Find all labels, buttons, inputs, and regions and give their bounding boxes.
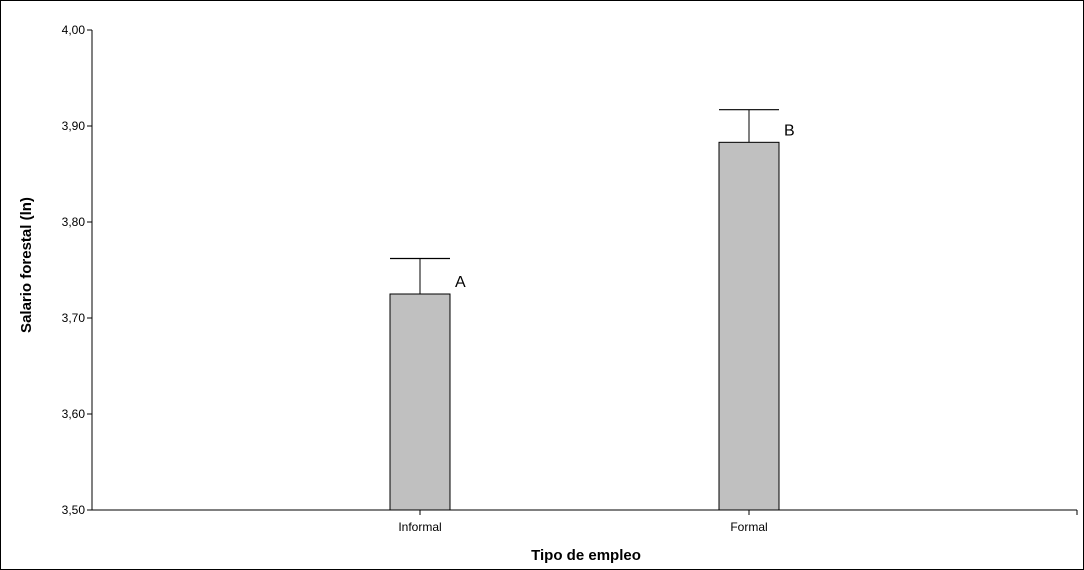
x-axis-title: Tipo de empleo xyxy=(531,547,641,564)
axes xyxy=(91,30,1078,515)
y-tick-label: 3,80 xyxy=(62,215,86,229)
y-tick-label: 3,70 xyxy=(62,311,86,325)
y-tick-label: 3,60 xyxy=(62,407,86,421)
y-axis-title: Salario forestal (ln) xyxy=(18,197,35,333)
y-tick-label: 3,50 xyxy=(62,503,86,517)
y-tick-label: 3,90 xyxy=(62,119,86,133)
x-ticks: Informal Formal xyxy=(398,510,768,534)
y-ticks: 3,50 3,60 3,70 3,80 3,90 4,00 xyxy=(62,23,92,517)
bars: AB xyxy=(389,109,795,511)
x-tick-label: Informal xyxy=(398,520,441,534)
bar-formal xyxy=(718,141,780,511)
group-letter-formal: B xyxy=(784,122,795,139)
bar-informal xyxy=(389,293,451,511)
group-letter-informal: A xyxy=(455,274,466,291)
x-tick-label: Formal xyxy=(730,520,767,534)
y-tick-label: 4,00 xyxy=(62,23,86,37)
